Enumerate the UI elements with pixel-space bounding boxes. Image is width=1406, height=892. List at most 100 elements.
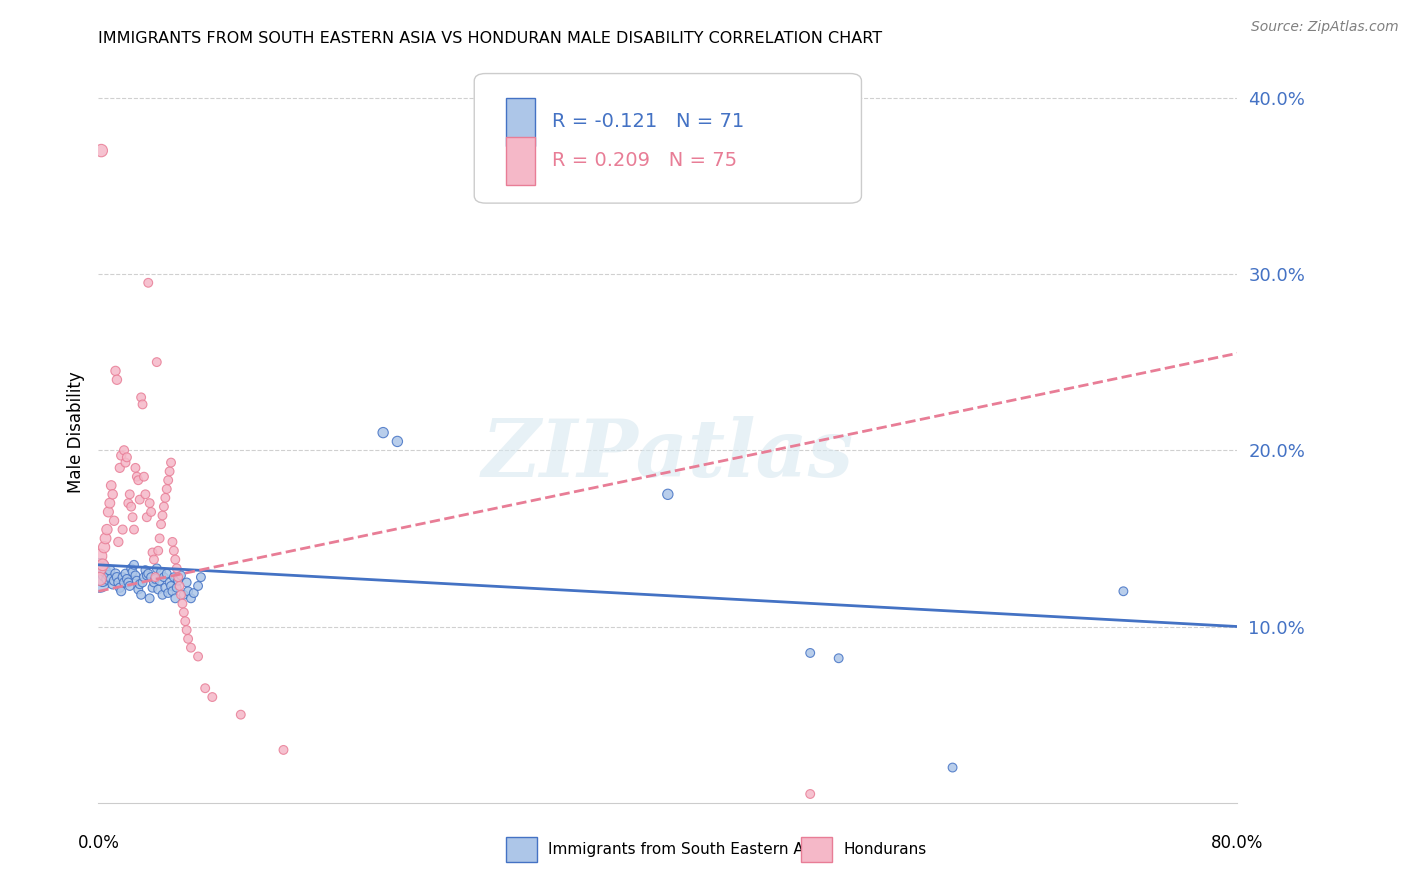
Point [201,690,224,704]
Point [160,579,183,593]
Point [141,581,163,595]
Point [89,549,111,563]
Point [100,478,122,492]
Point [146,561,169,575]
Point [153,500,176,514]
Point [114,456,136,470]
Point [160,456,183,470]
Point [149,532,172,546]
Point [90,570,112,584]
Point [145,570,167,584]
Point [152,588,174,602]
Text: Hondurans: Hondurans [844,842,927,856]
Point [91,558,114,572]
Point [156,482,179,496]
Point [131,397,153,411]
Point [176,623,198,637]
Point [163,543,186,558]
Point [121,565,143,579]
FancyBboxPatch shape [474,73,862,203]
Point [155,581,177,595]
Point [167,574,190,588]
Point [187,649,209,664]
Point [108,581,131,595]
Point [152,508,174,523]
Point [799,787,821,801]
Point [166,581,188,595]
Point [132,469,155,483]
Point [135,568,157,582]
Point [127,582,149,597]
Point [156,566,179,581]
Point [104,566,127,581]
Point [125,469,148,483]
Point [94,565,117,579]
Point [165,591,187,606]
Point [139,505,162,519]
Point [136,276,159,290]
Point [129,588,152,602]
Point [141,545,163,559]
Point [124,568,146,582]
Point [96,572,118,586]
Point [138,496,160,510]
Point [115,572,138,586]
Point [117,575,139,590]
Point [120,561,142,575]
Point [124,461,146,475]
Text: Source: ZipAtlas.com: Source: ZipAtlas.com [1251,20,1399,34]
Point [157,473,180,487]
Point [135,510,157,524]
Point [148,582,170,597]
Text: R = 0.209   N = 75: R = 0.209 N = 75 [551,152,737,170]
Point [166,561,188,575]
Point [657,487,679,501]
Point [139,570,162,584]
Point [167,570,190,584]
Point [97,568,120,582]
Text: 0.0%: 0.0% [77,834,120,852]
Point [89,566,111,581]
Point [170,568,193,582]
Point [387,434,409,449]
Point [98,563,121,577]
Point [104,364,127,378]
Point [107,535,129,549]
Point [373,425,395,440]
Point [131,575,153,590]
Point [112,443,135,458]
Point [120,500,142,514]
Point [273,743,295,757]
Point [111,523,134,537]
Point [155,491,177,505]
Point [828,651,851,665]
Point [90,144,112,158]
Point [101,487,124,501]
Point [108,461,131,475]
Point [121,510,143,524]
Point [117,496,139,510]
Y-axis label: Male Disability: Male Disability [66,372,84,493]
Point [100,572,122,586]
Point [101,577,124,591]
Point [125,574,148,588]
Point [94,532,117,546]
Point [142,575,165,590]
Point [163,570,186,584]
Point [122,523,145,537]
Point [159,464,181,478]
Point [91,574,114,588]
Point [187,579,209,593]
Bar [506,97,534,145]
Point [173,588,195,602]
Text: R = -0.121   N = 71: R = -0.121 N = 71 [551,112,744,131]
Point [112,575,135,590]
Point [169,579,191,593]
Point [157,586,180,600]
Point [138,591,160,606]
Point [1112,584,1135,599]
Point [128,492,150,507]
Point [183,586,205,600]
Point [177,584,200,599]
Point [96,523,118,537]
